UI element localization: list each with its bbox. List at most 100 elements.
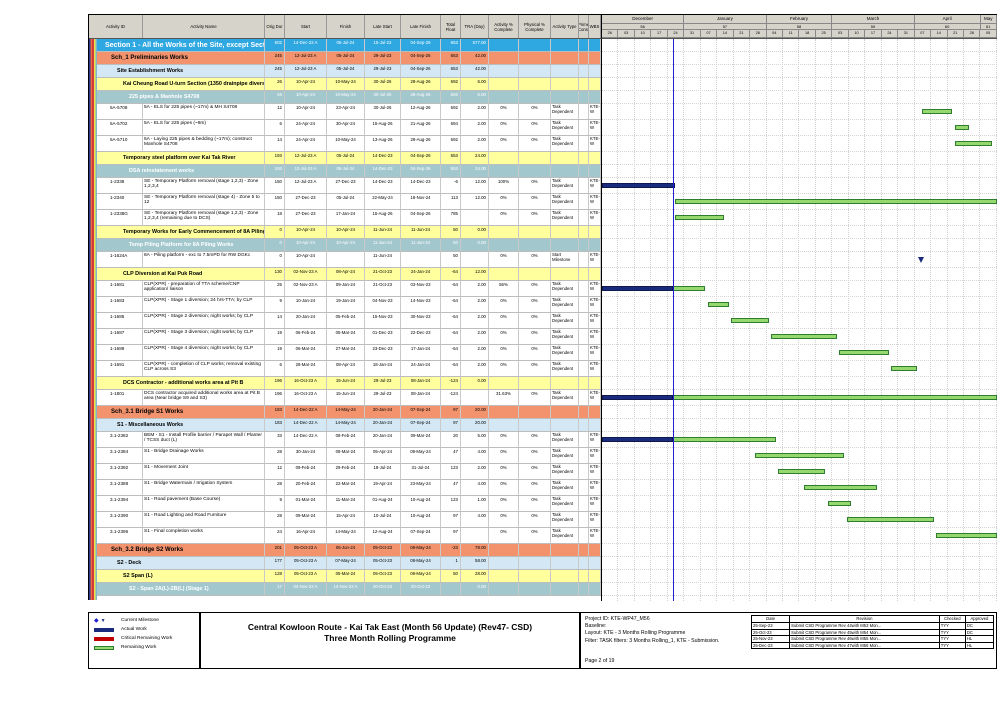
cell	[579, 226, 589, 238]
gantt-row	[602, 120, 997, 136]
gantt-bar-remaining	[804, 485, 878, 490]
activity-id: 3.1-2392	[97, 464, 143, 479]
cell: 04-Sep-26	[401, 165, 441, 177]
cell: 08-Apr-24	[327, 361, 365, 376]
cell: 13-Nov-23 A	[327, 583, 365, 595]
activity-row: 1-1691 CLP(XPR) - completion of CLP works…	[89, 361, 601, 377]
cell	[551, 65, 579, 77]
cell: 15-Aug-26	[365, 120, 401, 135]
revision-cell: Submit CSD Programme Rev 47with M56 Mon.…	[789, 641, 940, 650]
activity-row: 3.1-2392 S1 - Movement Joint 12 09-Feb-24 29…	[89, 464, 601, 480]
cell	[519, 39, 551, 51]
cell	[551, 78, 579, 90]
activity-row: 5A-5710 5A - Laying 225 pipes & bedding (…	[89, 136, 601, 152]
cell: 18-Nov-24	[401, 194, 441, 209]
activity-name: 5A - ELS for 225 pipes (~17m) & MH S4708	[143, 104, 265, 119]
cell	[489, 419, 519, 431]
cell	[579, 448, 589, 463]
cell: -23	[441, 544, 461, 556]
cell: 24	[265, 528, 285, 543]
cell: 01-Dec-23	[365, 329, 401, 344]
cell	[401, 252, 441, 267]
cell	[489, 78, 519, 90]
cell: KTE-W	[589, 210, 601, 225]
gantt-row	[602, 345, 997, 361]
cell: 17-Jan-24	[327, 210, 365, 225]
cell: 0%	[489, 448, 519, 463]
cell: 05-Oct-23	[365, 544, 401, 556]
activity-name: 5A - ELS for 225 pipes (~9m)	[143, 120, 265, 135]
row-cells: 1-2340 SE - Temporary Platform removal (s…	[97, 194, 601, 209]
gantt-row	[602, 178, 997, 194]
gantt-grid-column	[948, 39, 964, 601]
timeline-week: 05	[980, 30, 997, 38]
gantt-row	[602, 52, 997, 65]
cell: 0%	[519, 329, 551, 344]
cell: 19-Jan-24	[327, 297, 365, 312]
cell: 11-Jun-24	[401, 239, 441, 251]
cell: 177	[265, 557, 285, 569]
activity-row: 1-1624A 8A - Piling platform - exc to 7.5…	[89, 252, 601, 268]
cell: 183	[265, 406, 285, 418]
cell: 130	[265, 268, 285, 280]
cell: 20-Jan-24	[365, 419, 401, 431]
page-number: Page 2 of 19	[585, 658, 615, 664]
group-row: 225 pipes & Manhole S4708 26 10-Apr-24 10-M…	[89, 91, 601, 104]
revision-row: 25-Sep-23 Submit CSD Programme Rev 44with…	[750, 622, 995, 630]
activity-row: 1-1687 CLP(XPR) - Stage 3 diversion; nigh…	[89, 329, 601, 345]
cell: KTE-W	[589, 345, 601, 360]
cell: 05-Jul-24	[327, 165, 365, 177]
activity-id: 3.1-2384	[97, 448, 143, 463]
legend-label: Remaining Work	[121, 645, 157, 650]
actual-bar-icon	[94, 627, 114, 632]
cell: 29-Jul-23	[365, 65, 401, 77]
cell: 05-Jul-24	[327, 52, 365, 64]
cell	[579, 165, 589, 177]
group-row: Temporary Works for Early Commencement o…	[89, 226, 601, 239]
timeline-month-number: 59	[832, 24, 915, 30]
legend-label: Critical Remaining Work	[121, 636, 173, 641]
group-row: DCS Contractor - additional works area a…	[89, 377, 601, 390]
cell: 0%	[519, 480, 551, 495]
cell: 08-Jan-24	[401, 377, 441, 389]
cell	[551, 226, 579, 238]
cell	[579, 281, 589, 296]
cell	[519, 239, 551, 251]
cell: KTE-W	[589, 390, 601, 405]
cell: 18	[265, 210, 285, 225]
activity-id: 5A-5702	[97, 120, 143, 135]
timeline-month-numbers: 56 57 58 59 60 61	[602, 24, 997, 30]
cell: 113	[441, 194, 461, 209]
activity-row: 1-2340 SE - Temporary Platform removal (s…	[89, 194, 601, 210]
gantt-bar-remaining	[674, 215, 725, 220]
legend-item: ◆ ▼ Current Milestone	[91, 616, 197, 625]
cell: Task Dependent	[551, 313, 579, 328]
cell: KTE-W	[589, 464, 601, 479]
gantt-grid-column	[668, 39, 685, 601]
cell	[579, 252, 589, 267]
timeline-week: 21	[947, 30, 964, 38]
cell: 14-Dec-22 A	[285, 39, 327, 51]
cell: 08-May-24	[401, 544, 441, 556]
project-info: Project ID: KTE-WP47_M56 Baseline: Layout:…	[585, 616, 753, 645]
cell: KTE-W	[589, 432, 601, 447]
gantt-bar-remaining	[771, 334, 838, 339]
table-header-row: Activity ID Activity Name Orig Dur Start Fin…	[89, 15, 601, 39]
cell: 24.00	[461, 165, 489, 177]
gantt-row	[602, 377, 997, 390]
gantt-row	[602, 480, 997, 496]
cell: 29-Jul-23	[365, 390, 401, 405]
cell: 0%	[519, 252, 551, 267]
cell: 20	[441, 432, 461, 447]
gantt-bar-actual	[602, 183, 675, 188]
column-header: Activity % Complete	[489, 15, 519, 38]
cell	[461, 252, 489, 267]
project-info-line: Filter: TASK filters: 3 Months Rolling_1…	[585, 637, 720, 644]
cell: 50	[441, 239, 461, 251]
revision-cell: 25-Sep-23	[750, 622, 791, 630]
gantt-bar-remaining	[754, 453, 845, 458]
cell: KTE-W	[589, 361, 601, 376]
activity-name: S1 - Road pavement (Base Course)	[143, 496, 265, 511]
cell: Task Dependent	[551, 120, 579, 135]
cell	[579, 406, 589, 418]
